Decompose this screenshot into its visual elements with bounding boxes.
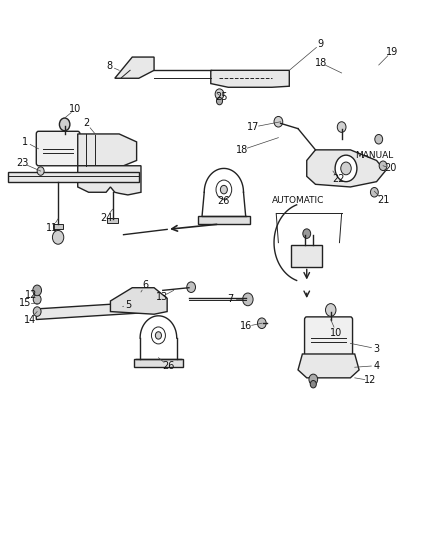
Text: 15: 15 [19, 297, 32, 308]
Text: 26: 26 [162, 361, 174, 370]
Circle shape [378, 161, 386, 171]
Circle shape [215, 89, 223, 100]
Circle shape [37, 167, 44, 175]
Circle shape [33, 285, 42, 296]
Text: 24: 24 [100, 213, 112, 223]
Polygon shape [210, 70, 289, 87]
Circle shape [52, 230, 64, 244]
Circle shape [325, 304, 335, 317]
Polygon shape [115, 57, 154, 78]
Polygon shape [297, 354, 358, 378]
Circle shape [340, 162, 350, 175]
FancyBboxPatch shape [304, 317, 352, 357]
Circle shape [370, 188, 378, 197]
Text: 12: 12 [363, 375, 375, 385]
Bar [107, 217, 117, 223]
Circle shape [33, 295, 41, 304]
Text: 26: 26 [217, 196, 230, 206]
Polygon shape [306, 150, 385, 187]
Text: 12: 12 [25, 289, 37, 300]
Text: 10: 10 [69, 104, 81, 114]
Circle shape [33, 307, 41, 317]
Circle shape [59, 118, 70, 131]
Circle shape [216, 98, 222, 105]
Circle shape [215, 180, 231, 199]
Circle shape [336, 122, 345, 132]
Text: 4: 4 [373, 361, 379, 370]
Bar [133, 359, 183, 367]
Circle shape [186, 282, 195, 293]
Text: 16: 16 [240, 321, 252, 332]
Text: 25: 25 [215, 92, 227, 102]
Polygon shape [78, 166, 141, 195]
Circle shape [155, 332, 161, 339]
Text: 3: 3 [373, 344, 379, 354]
Bar [8, 172, 138, 182]
FancyBboxPatch shape [36, 131, 80, 166]
Text: 23: 23 [16, 158, 28, 168]
Circle shape [273, 116, 282, 127]
Circle shape [334, 155, 356, 182]
Bar [53, 224, 63, 229]
Circle shape [310, 381, 316, 388]
Text: 18: 18 [236, 145, 248, 155]
Text: 2: 2 [83, 118, 89, 128]
Text: AUTOMATIC: AUTOMATIC [271, 196, 324, 205]
Circle shape [257, 318, 265, 328]
Text: 7: 7 [227, 294, 233, 304]
Text: 5: 5 [124, 300, 131, 310]
Text: 18: 18 [314, 58, 326, 68]
Text: 11: 11 [46, 223, 58, 233]
Text: 6: 6 [142, 280, 148, 290]
Text: 17: 17 [247, 122, 259, 132]
Text: 22: 22 [332, 174, 344, 184]
Polygon shape [78, 134, 136, 166]
Text: 8: 8 [106, 61, 113, 71]
Circle shape [374, 134, 382, 144]
Circle shape [220, 185, 227, 194]
Polygon shape [36, 301, 162, 319]
Bar [197, 216, 250, 224]
Text: 20: 20 [384, 164, 396, 173]
Circle shape [242, 293, 253, 306]
Text: 1: 1 [22, 137, 28, 147]
Text: 10: 10 [329, 328, 342, 338]
Text: 19: 19 [385, 47, 397, 56]
Circle shape [302, 229, 310, 238]
Circle shape [151, 327, 165, 344]
Polygon shape [110, 288, 167, 314]
Text: MANUAL: MANUAL [354, 151, 392, 160]
Circle shape [308, 374, 317, 385]
Text: 21: 21 [376, 195, 389, 205]
Text: 14: 14 [24, 314, 36, 325]
Text: 13: 13 [155, 292, 168, 302]
Text: 9: 9 [317, 39, 323, 49]
Bar [291, 245, 321, 266]
